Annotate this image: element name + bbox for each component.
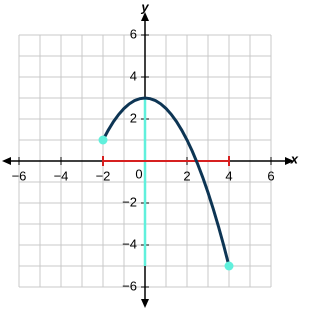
y-tick-label: −6 [122,278,137,293]
arrow [285,157,294,165]
curve [101,96,231,267]
arrow [2,157,11,165]
arrow [141,299,149,308]
page: {"chart_data": { "type": "line", "x_labe… [2,0,299,308]
x-tick-label: −6 [12,168,27,183]
y-tick-label: −4 [122,236,137,251]
chart: x y −6 −4 −2 2 4 6 −6 −4 −2 2 4 6 0 [2,0,299,308]
x-tick-label: 4 [225,168,232,183]
y-tick-label: −2 [122,194,137,209]
y-tick-label: 4 [130,68,137,83]
y-axis-label: y [140,0,149,14]
endpoint [224,261,234,271]
y-tick-label: 2 [130,110,137,125]
x-axis-label: x [290,151,299,166]
domain-bracket [102,156,230,166]
origin-label: 0 [135,166,142,181]
y-tick-label: 6 [130,26,137,41]
x-tick-label: 6 [267,168,274,183]
endpoint [98,135,108,145]
x-tick-label: −2 [96,168,111,183]
arrow [141,12,149,21]
x-tick-label: 2 [183,168,190,183]
x-tick-label: −4 [54,168,69,183]
